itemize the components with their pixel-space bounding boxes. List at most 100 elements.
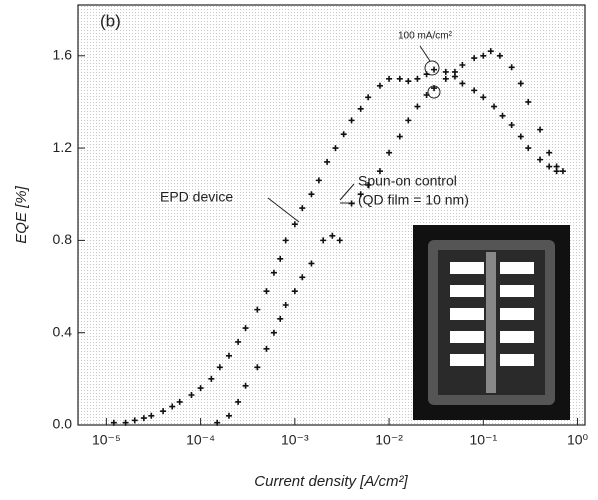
marker xyxy=(282,237,289,244)
marker xyxy=(471,55,478,62)
marker xyxy=(376,82,383,89)
marker xyxy=(329,232,336,239)
x-tick-label: 10⁰ xyxy=(567,432,589,448)
marker xyxy=(270,329,277,336)
marker xyxy=(546,149,553,156)
marker xyxy=(176,398,183,405)
marker xyxy=(517,133,524,140)
x-tick-label: 10⁻⁵ xyxy=(92,432,121,448)
annotation: 100 mA/cm² xyxy=(398,31,453,42)
x-tick-label: 10⁻³ xyxy=(281,432,309,448)
marker xyxy=(365,182,372,188)
marker xyxy=(396,75,403,82)
marker xyxy=(553,163,560,170)
marker xyxy=(235,398,242,405)
y-tick-label: 0.4 xyxy=(53,323,73,339)
marker xyxy=(299,274,306,281)
marker xyxy=(348,117,355,124)
marker xyxy=(320,237,327,244)
plot-frame xyxy=(77,4,586,426)
marker xyxy=(254,306,261,313)
marker xyxy=(263,288,270,295)
y-tick-label: 1.2 xyxy=(53,139,73,155)
marker xyxy=(140,415,147,422)
marker xyxy=(537,126,544,133)
marker xyxy=(225,412,232,419)
marker xyxy=(348,200,355,207)
marker xyxy=(188,392,195,398)
marker xyxy=(263,345,270,352)
marker xyxy=(214,419,221,426)
marker xyxy=(365,94,372,101)
x-tick-label: 10⁻¹ xyxy=(469,432,497,448)
marker xyxy=(480,52,487,59)
marker xyxy=(110,419,117,426)
marker xyxy=(242,382,249,389)
marker xyxy=(517,80,524,87)
marker xyxy=(332,145,339,152)
marker xyxy=(525,145,532,152)
marker xyxy=(357,105,364,112)
marker xyxy=(291,288,298,295)
marker xyxy=(559,168,566,175)
marker xyxy=(299,205,306,212)
marker xyxy=(442,68,449,75)
marker xyxy=(396,133,403,140)
marker xyxy=(414,75,421,82)
marker xyxy=(480,94,487,101)
series-label: Spun-on control xyxy=(358,173,457,189)
marker xyxy=(324,158,331,165)
marker xyxy=(386,75,393,82)
x-tick-label: 10⁻² xyxy=(375,432,403,448)
x-tick-label: 10⁻⁴ xyxy=(186,432,215,448)
marker xyxy=(459,62,466,68)
annotation: (QD film = 10 nm) xyxy=(358,192,469,208)
marker xyxy=(225,352,232,359)
marker xyxy=(122,419,129,426)
panel-label: (b) xyxy=(100,11,121,30)
marker xyxy=(508,64,515,71)
marker xyxy=(308,260,315,267)
marker xyxy=(508,122,515,128)
marker xyxy=(376,168,383,175)
marker xyxy=(386,149,393,156)
marker xyxy=(546,163,553,170)
marker xyxy=(282,302,289,308)
marker xyxy=(131,417,138,424)
inset-image xyxy=(413,225,570,420)
marker xyxy=(291,221,298,228)
marker xyxy=(208,375,215,382)
marker xyxy=(277,255,284,262)
marker xyxy=(487,48,494,55)
marker xyxy=(442,75,449,82)
marker xyxy=(414,103,421,110)
marker xyxy=(499,112,506,119)
marker xyxy=(431,85,438,92)
marker xyxy=(242,325,249,332)
y-tick-label: 0.8 xyxy=(53,231,73,247)
y-axis-label: EQE [%] xyxy=(13,185,30,243)
marker xyxy=(235,338,242,345)
marker xyxy=(496,52,503,59)
annotation-shapes xyxy=(267,45,441,223)
marker xyxy=(148,412,155,419)
marker xyxy=(277,315,284,322)
marker xyxy=(451,68,458,75)
marker xyxy=(340,131,347,138)
marker xyxy=(308,191,315,198)
series-label: EPD device xyxy=(160,189,233,205)
marker xyxy=(431,66,438,73)
marker xyxy=(197,385,204,392)
x-axis-label: Current density [A/cm²] xyxy=(254,473,408,490)
marker xyxy=(160,408,167,415)
marker xyxy=(405,78,412,85)
marker xyxy=(357,191,364,198)
y-tick-label: 1.6 xyxy=(53,46,73,62)
marker xyxy=(315,177,322,184)
marker xyxy=(216,364,223,371)
marker xyxy=(270,269,277,276)
marker xyxy=(471,87,478,94)
marker xyxy=(537,156,544,163)
marker xyxy=(459,80,466,87)
